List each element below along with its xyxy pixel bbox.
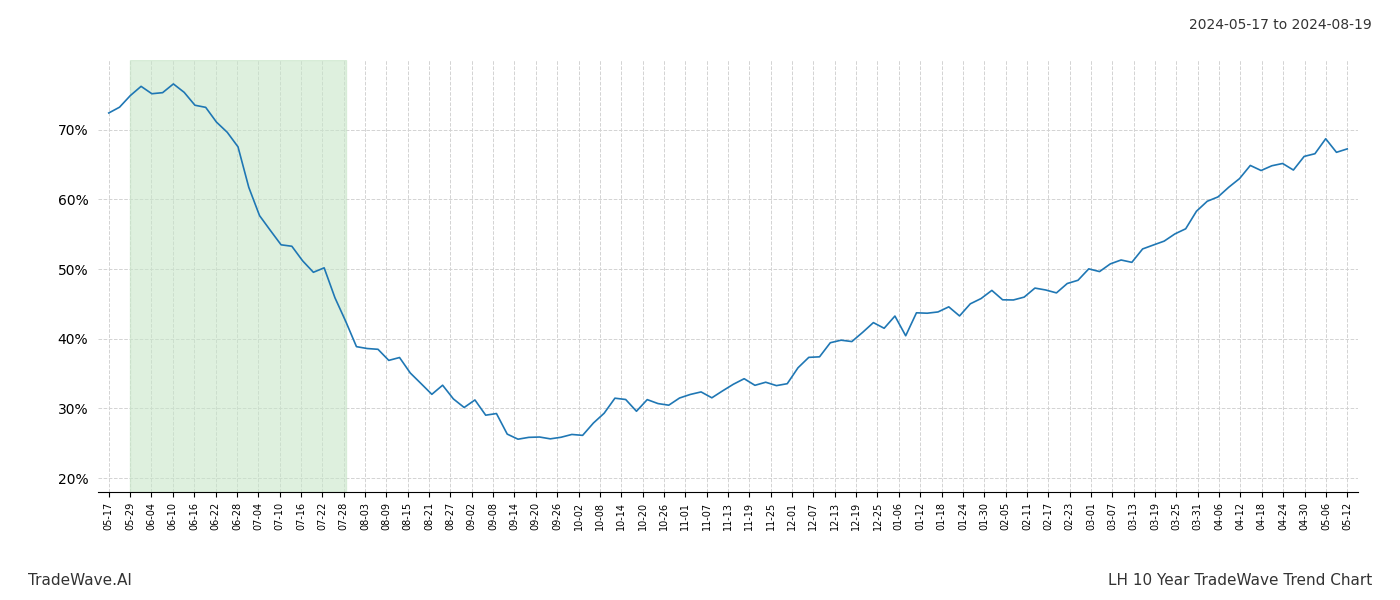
Bar [130, 60, 346, 492]
Text: 2024-05-17 to 2024-08-19: 2024-05-17 to 2024-08-19 [1189, 18, 1372, 32]
Text: TradeWave.AI: TradeWave.AI [28, 573, 132, 588]
Text: LH 10 Year TradeWave Trend Chart: LH 10 Year TradeWave Trend Chart [1107, 573, 1372, 588]
